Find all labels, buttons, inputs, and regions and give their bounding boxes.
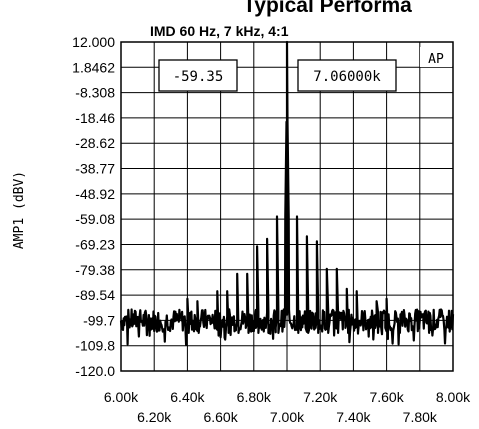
x-tick-label: 7.60k	[369, 389, 404, 405]
y-tick-label: 12.000	[72, 34, 115, 50]
y-tick-label: -99.7	[83, 312, 115, 328]
y-tick-label: -38.77	[75, 161, 115, 177]
y-tick-label: -120.0	[75, 363, 115, 379]
y-tick-label: -59.08	[75, 211, 115, 227]
y-tick-label: -28.62	[75, 135, 115, 151]
level-readout: -59.35	[173, 69, 224, 85]
x-tick-label: 7.20k	[303, 389, 338, 405]
x-tick-label: 6.40k	[170, 389, 205, 405]
x-tick-label: 8.00k	[436, 389, 471, 405]
x-tick-label: 7.80k	[403, 409, 438, 425]
chart-subtitle: IMD 60 Hz, 7 kHz, 4:1	[150, 23, 289, 39]
level-readout-box: -59.35	[158, 59, 238, 92]
x-tick-label: 6.60k	[203, 409, 238, 425]
ap-logo: AP	[420, 47, 452, 67]
x-tick-label: 7.00k	[270, 409, 305, 425]
y-tick-label: -69.23	[75, 236, 115, 252]
y-axis-label: AMP1 (dBV)	[12, 171, 27, 249]
ap-logo-text: AP	[428, 52, 444, 67]
x-tick-labels: 6.00k 6.20k 6.40k 6.60k 6.80k 7.00k 7.20k 7.40k…	[104, 389, 471, 425]
y-tick-labels: 12.000 1.8462 -8.308 -18.46 -28.62 -38.77 -48.…	[72, 34, 115, 379]
x-tick-label: 6.00k	[104, 389, 139, 405]
y-tick-label: 1.8462	[72, 59, 115, 75]
page-title: Typical Performa	[243, 0, 412, 17]
freq-readout: 7.06000k	[313, 69, 381, 85]
y-tick-label: -89.54	[75, 287, 115, 303]
spectrum-line	[119, 40, 455, 346]
x-tick-label: 6.20k	[137, 409, 172, 425]
plot-frame	[120, 41, 454, 372]
freq-readout-box: 7.06000k	[297, 59, 397, 92]
x-tick-label: 6.80k	[237, 389, 272, 405]
y-tick-label: -8.308	[75, 85, 115, 101]
x-tick-label: 7.40k	[336, 409, 371, 425]
y-tick-label: -109.8	[75, 338, 115, 354]
y-tick-label: -48.92	[75, 186, 115, 202]
y-tick-label: -18.46	[75, 110, 115, 126]
y-tick-label: -79.38	[75, 262, 115, 278]
